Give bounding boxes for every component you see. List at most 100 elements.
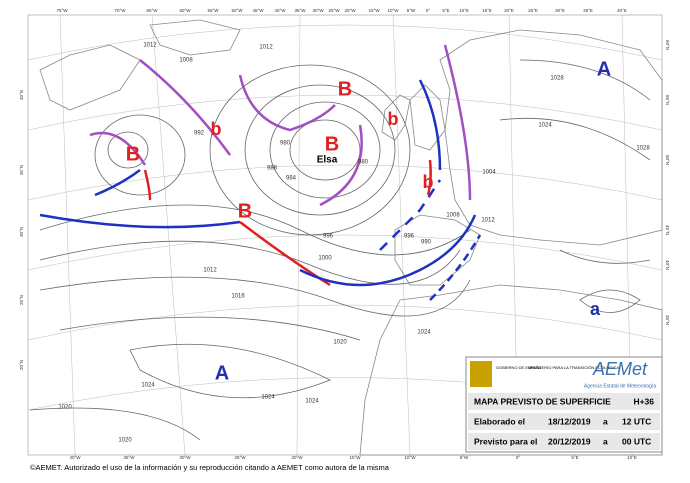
longitude-label: 5°E (571, 455, 578, 460)
title-row (468, 393, 660, 410)
latitude-label: 50°N (665, 155, 670, 165)
footer: ©AEMET. Autorizado el uso de la informac… (30, 463, 390, 472)
agency: Agencia Estatal de Meteorología (584, 383, 656, 389)
longitude-label: 5°W (460, 455, 469, 460)
isobar-label: 1008 (446, 213, 460, 219)
isobar-label: 1020 (58, 405, 72, 411)
isobar-label: 1008 (179, 58, 193, 64)
isobar-label: 1012 (203, 268, 217, 274)
row-1 (468, 433, 660, 450)
latitude-label: 60°N (665, 40, 670, 50)
longitude-label: 20°W (344, 8, 356, 13)
longitude-label: 70°W (114, 8, 126, 13)
longitude-label: 5°W (407, 8, 416, 13)
row-0 (468, 413, 660, 430)
latitude-label: 30°N (19, 227, 24, 237)
longitude-label: 40°E (617, 8, 627, 13)
isobar-label: 1024 (538, 123, 552, 129)
latitude-label: 55°N (665, 95, 670, 105)
longitude-label: 45°W (252, 8, 264, 13)
gov-text: GOBIERNO DE ESPAÑA (496, 365, 542, 370)
longitude-label: 40°W (69, 455, 81, 460)
info-step: H+36 (633, 396, 654, 406)
pressure-system: a (590, 299, 601, 319)
isobar-label: 1004 (482, 170, 496, 176)
isobar-label: 988 (267, 166, 278, 172)
longitude-label: 40°W (274, 8, 286, 13)
coastlines (39, 19, 663, 456)
isobar-label: 1028 (550, 76, 564, 82)
isobar-label: 1028 (636, 146, 650, 152)
row-date: 20/12/2019 (548, 436, 591, 446)
latitude-label: 40°N (665, 260, 670, 270)
latitude-label: 35°N (665, 315, 670, 325)
pressure-system: b (211, 119, 222, 139)
longitude-label: 20°W (291, 455, 303, 460)
longitude-label: 60°W (179, 8, 191, 13)
ministry-text: MINISTERIO PARA LA TRANSICIÓN ECOLÓGICA (528, 365, 620, 370)
pressure-system: Elsa (317, 155, 338, 166)
longitude-label: 10°W (387, 8, 399, 13)
isobar-label: 1012 (143, 43, 157, 49)
pressure-system: A (597, 58, 611, 80)
longitude-label: 5°E (442, 8, 449, 13)
longitude-label: 15°W (368, 8, 380, 13)
longitude-label: 25°E (528, 8, 538, 13)
pressure-system: b (388, 109, 399, 129)
pressure-system: b (423, 172, 434, 192)
row-time: 00 UTC (622, 436, 651, 446)
longitude-label: 25°W (328, 8, 340, 13)
row-label: Previsto para el (474, 436, 537, 446)
row-a: a (603, 436, 608, 446)
isobar-label: 1020 (333, 340, 347, 346)
isobars (29, 59, 651, 441)
latitude-label: 40°N (19, 90, 24, 100)
longitude-label: 25°W (234, 455, 246, 460)
isobar-label: 992 (194, 131, 205, 137)
pressure-system: B (338, 78, 352, 100)
info-box: GOBIERNO DE ESPAÑA MINISTERIO PARA LA TR… (465, 356, 663, 453)
isobar-label: 980 (280, 141, 291, 147)
isobar-label: 1024 (305, 399, 319, 405)
longitude-label: 50°W (231, 8, 243, 13)
row-a: a (603, 416, 608, 426)
longitude-label: 10°E (627, 455, 637, 460)
longitude-label: 0° (426, 8, 431, 13)
coat-of-arms (470, 361, 492, 387)
longitude-label: 30°E (555, 8, 565, 13)
longitude-label: 75°W (56, 8, 68, 13)
isobar-label: 1012 (259, 45, 273, 51)
longitude-label: 35°W (123, 455, 135, 460)
longitude-label: 65°W (146, 8, 158, 13)
isobar-label: 980 (358, 160, 369, 166)
longitude-label: 35°E (583, 8, 593, 13)
brand: AEMet (592, 359, 648, 379)
latitude-label: 45°N (665, 225, 670, 235)
longitude-label: 20°E (504, 8, 514, 13)
longitude-label: 30°W (179, 455, 191, 460)
isobar-label: 1024 (261, 395, 275, 401)
isobar-label: 990 (421, 240, 432, 246)
longitude-label: 10°E (459, 8, 469, 13)
isobar-label: 1016 (231, 294, 245, 300)
pressure-system: B (126, 143, 140, 165)
fronts (39, 44, 482, 301)
latitude-label: 25°N (19, 295, 24, 305)
row-time: 12 UTC (622, 416, 651, 426)
row-date: 18/12/2019 (548, 416, 591, 426)
pressure-system: A (215, 362, 229, 384)
pressure-system: B (238, 200, 252, 222)
longitude-label: 35°W (294, 8, 306, 13)
isobar-label: 1024 (417, 330, 431, 336)
row-label: Elaborado el (474, 416, 525, 426)
latitude-label: 20°N (19, 360, 24, 370)
isobar-label: 1024 (141, 383, 155, 389)
isobar-label: 996 (323, 234, 334, 240)
isobar-label: 984 (286, 176, 297, 182)
latitude-label: 35°N (19, 165, 24, 175)
longitude-label: 15°W (349, 455, 361, 460)
info-title: MAPA PREVISTO DE SUPERFICIE (474, 396, 611, 406)
pressure-system: B (325, 133, 339, 155)
